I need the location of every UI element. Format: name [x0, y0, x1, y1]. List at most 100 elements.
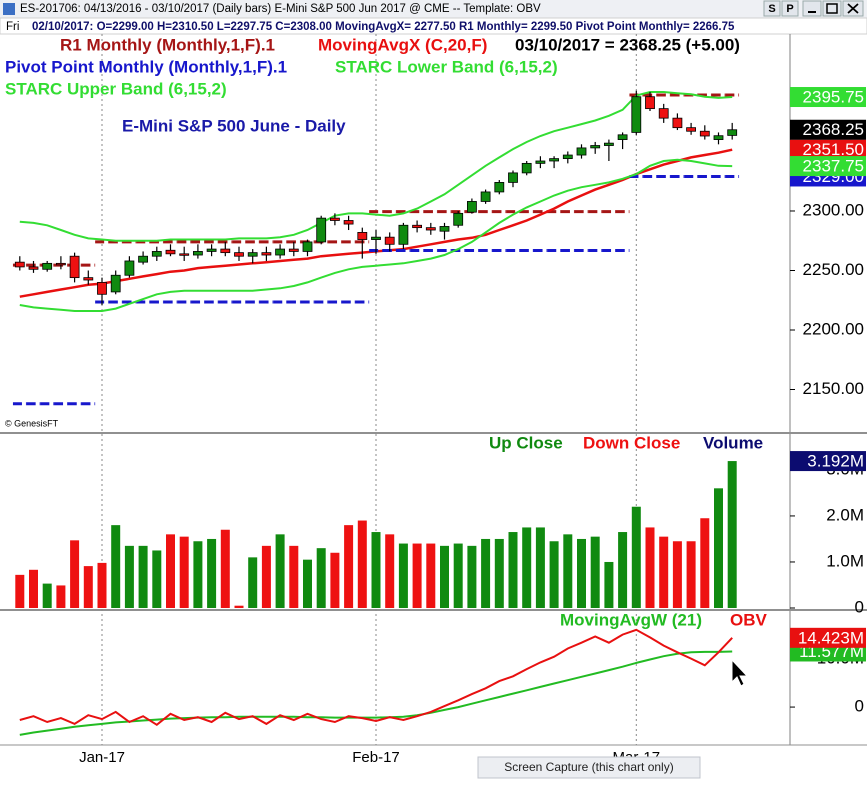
info-text: 02/10/2017: O=2299.00 H=2310.50 L=2297.7… [32, 21, 735, 33]
button-frame[interactable] [477, 756, 701, 779]
volume-bar [111, 525, 121, 608]
volume-bar [508, 532, 518, 608]
candle-body [261, 252, 272, 256]
volume-bar [289, 545, 299, 608]
volume-bar [83, 566, 93, 608]
y-tick-label: 1.0M [826, 551, 864, 570]
candle-body [535, 160, 546, 164]
series-line [19, 158, 733, 312]
legend-entry: Pivot Point Monthly (Monthly,1,F).1 [5, 57, 287, 76]
candle-body [466, 201, 477, 213]
minimize-button[interactable] [802, 0, 822, 17]
candle-body [247, 252, 258, 257]
button-frame[interactable] [763, 0, 781, 17]
value-label: 2351.50 [803, 140, 864, 159]
volume-bar [467, 545, 477, 608]
legend-entry: STARC Upper Band (6,15,2) [5, 79, 227, 98]
series-line [19, 650, 733, 736]
button-frame[interactable] [802, 0, 822, 17]
series-line [19, 91, 733, 242]
candle-body [329, 217, 340, 221]
volume-bar [590, 536, 600, 608]
candle-body [398, 224, 409, 245]
candle-body [384, 236, 395, 245]
volume-bar [440, 545, 449, 608]
volume-bar [522, 527, 532, 608]
volume-bar [549, 541, 559, 608]
volume-bar [330, 552, 340, 608]
button-label[interactable]: Screen Capture (this chart only) [504, 760, 673, 774]
volume-bar [371, 532, 381, 608]
candle-body [480, 191, 491, 202]
candle-body [453, 212, 464, 226]
candle-body [151, 251, 162, 257]
legend-entry: MovingAvgW (21) [560, 610, 702, 629]
candle-body [672, 117, 683, 129]
y-tick-label: 2150.00 [803, 379, 864, 398]
maximize-icon [826, 3, 838, 14]
y-tick-label: 2.0M [826, 505, 864, 524]
volume-bar [563, 534, 573, 608]
legend-entry: OBV [730, 610, 768, 629]
button-label[interactable]: S [768, 3, 775, 15]
series-line [19, 628, 733, 727]
window-button[interactable]: P [781, 0, 799, 17]
legend-entry: Down Close [583, 433, 680, 452]
volume-bar [494, 538, 504, 608]
candle-body [549, 158, 559, 162]
value-label-box [790, 156, 866, 177]
volume-bar [385, 534, 395, 608]
volume-bar [248, 557, 258, 608]
plot-area: Jan-17Feb-17Mar-172150.002200.002250.002… [5, 34, 866, 766]
volume-bar [179, 536, 189, 608]
value-label: 14.423M [798, 628, 864, 647]
volume-bar [138, 545, 148, 608]
volume-bar [261, 545, 271, 608]
candle-body [590, 145, 601, 149]
candle-body [699, 130, 710, 137]
volume-bar [193, 541, 203, 608]
candle-body [138, 255, 149, 263]
value-label: 2368.25 [803, 120, 864, 139]
volume-bar [316, 548, 326, 608]
button-label[interactable]: P [786, 3, 793, 15]
candle-body [494, 182, 505, 193]
chart-subtitle: E-Mini S&P 500 June - Daily [122, 116, 346, 135]
copyright: © GenesisFT [5, 418, 59, 428]
candle-body [357, 232, 368, 240]
volume-bar [714, 488, 723, 608]
value-label-box [790, 87, 866, 108]
window-button[interactable]: S [763, 0, 781, 17]
volume-bar [686, 541, 696, 608]
volume-bar [577, 538, 586, 608]
candle-body [206, 248, 217, 252]
window-title: ES-201706: 04/13/2016 - 03/10/2017 (Dail… [20, 3, 541, 15]
volume-bar [357, 520, 367, 608]
volume-bar [70, 540, 80, 608]
candle-body [617, 134, 628, 140]
volume-bar [124, 545, 134, 608]
mouse-cursor [731, 658, 749, 687]
candle-body [371, 236, 381, 240]
volume-bar [15, 574, 25, 608]
volume-bar [727, 461, 737, 608]
close-button[interactable] [842, 0, 864, 17]
volume-bar [344, 525, 354, 608]
button-frame[interactable] [781, 0, 799, 17]
legend-entry: Up Close [489, 433, 563, 452]
maximize-button[interactable] [822, 0, 842, 17]
volume-bar [220, 529, 230, 608]
candle-body [316, 217, 327, 243]
screen-capture-button[interactable]: Screen Capture (this chart only) [477, 756, 701, 779]
volume-bar [234, 605, 244, 608]
volume-bar [645, 527, 655, 608]
volume-bar [166, 534, 175, 608]
legend-entry: MovingAvgX (C,20,F) [318, 35, 487, 54]
candle-body [69, 255, 80, 279]
candle-body [562, 154, 573, 160]
candle-body [343, 220, 354, 225]
candle-body [425, 227, 436, 231]
legend-entry: R1 Monthly (Monthly,1,F).1 [60, 35, 275, 54]
